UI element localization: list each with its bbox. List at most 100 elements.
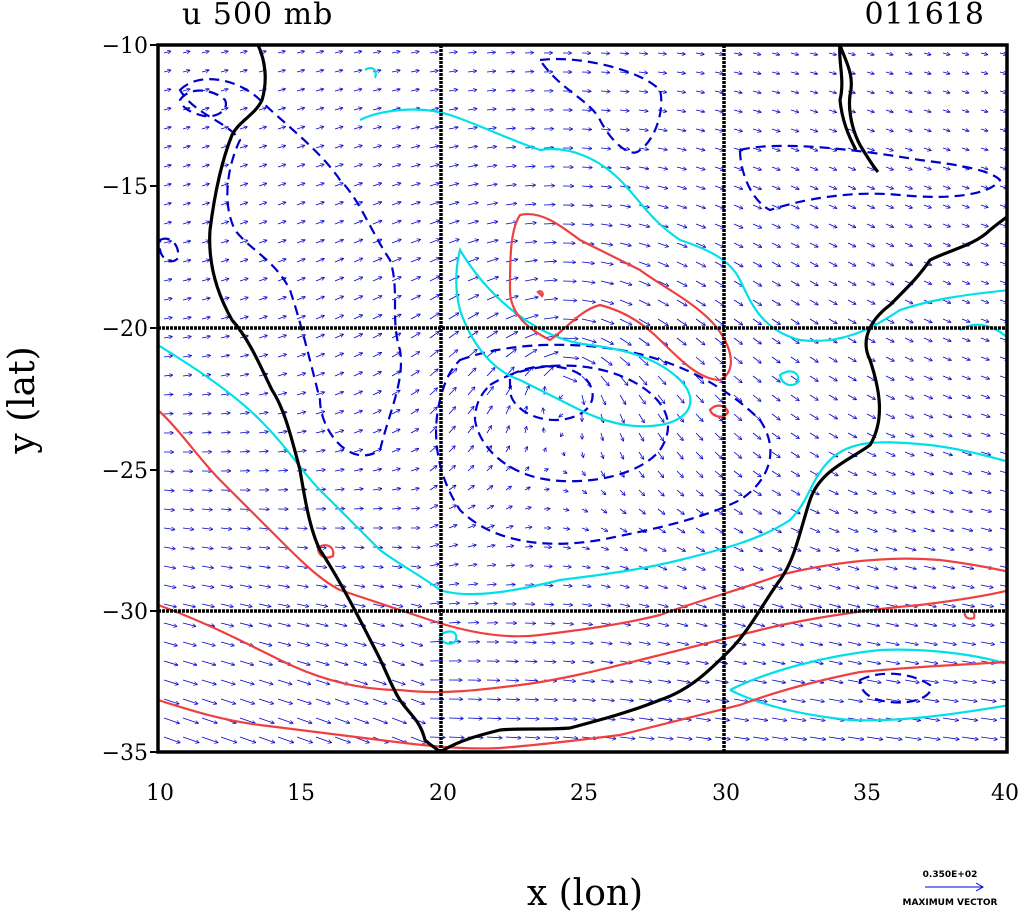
wind-vector-arrow: [638, 261, 650, 266]
wind-vector-arrow: [524, 204, 535, 205]
wind-vector-arrow: [657, 356, 666, 365]
wind-vector-arrow: [733, 110, 742, 112]
wind-vector-arrow: [657, 451, 663, 459]
wind-vector-arrow: [790, 603, 802, 607]
wind-vector-arrow: [182, 679, 197, 684]
wind-vector-arrow: [695, 489, 703, 496]
wind-vector-arrow: [942, 565, 954, 569]
wind-vector-arrow: [486, 259, 498, 263]
wind-vector-arrow: [372, 391, 381, 396]
wind-vector-arrow: [714, 185, 724, 189]
wind-vector-arrow: [524, 185, 535, 186]
wind-vector-arrow: [790, 242, 799, 247]
wind-vector-arrow: [353, 296, 362, 301]
wind-vector-arrow: [296, 278, 305, 282]
wind-vector-arrow: [239, 547, 250, 548]
wind-vector-arrow: [163, 490, 174, 491]
wind-vector-arrow: [980, 243, 988, 246]
wind-vector-arrow: [904, 356, 913, 361]
wind-vector-arrow: [961, 546, 973, 550]
wind-vector-arrow: [885, 204, 893, 208]
wind-vector-arrow: [505, 332, 517, 339]
wind-vector-arrow: [277, 259, 286, 263]
wind-vector-arrow: [277, 202, 285, 206]
wind-vector-arrow: [353, 51, 361, 53]
wind-vector-arrow: [657, 394, 665, 403]
wind-vector-arrow: [581, 489, 586, 493]
wind-vector-arrow: [676, 470, 683, 477]
wind-vector-arrow: [467, 466, 473, 472]
wind-vector-arrow: [505, 71, 514, 72]
dashed-contour-north: [178, 78, 402, 457]
wind-vector-arrow: [695, 148, 704, 150]
wind-vector-arrow: [562, 566, 571, 567]
y-tick-label: −35: [102, 741, 148, 766]
wind-vector-arrow: [201, 641, 215, 646]
wind-vector-arrow: [752, 451, 761, 458]
wind-vector-arrow: [163, 509, 174, 510]
wind-vector-arrow: [714, 451, 722, 458]
wind-vector-arrow: [315, 202, 324, 206]
wind-vector-arrow: [467, 52, 476, 53]
wind-vector-arrow: [999, 717, 1007, 720]
wind-vector-arrow: [961, 622, 975, 626]
wind-vector-arrow: [885, 508, 896, 513]
wind-vector-arrow: [429, 350, 438, 358]
wind-vector-arrow: [657, 91, 666, 92]
wind-vector-arrow: [353, 566, 364, 567]
wind-vector-arrow: [638, 470, 644, 477]
wind-vector-arrow: [353, 698, 368, 704]
wind-vector-arrow: [505, 526, 513, 528]
wind-vector-arrow: [372, 315, 381, 320]
wind-vector-arrow: [600, 205, 611, 206]
wind-vector-arrow: [923, 204, 931, 208]
wind-vector-arrow: [201, 127, 209, 129]
wind-vector-arrow: [600, 527, 607, 531]
wind-vector-arrow: [163, 547, 175, 549]
wind-vector-arrow: [600, 566, 609, 568]
wind-vector-arrow: [467, 350, 477, 358]
wind-vector-arrow: [353, 221, 362, 225]
wind-vector-arrow: [448, 525, 457, 529]
wind-vector-arrow: [676, 223, 686, 227]
wind-vector-arrow: [619, 546, 627, 550]
wind-vector-arrow: [733, 72, 742, 74]
wind-vector-arrow: [619, 680, 632, 682]
wind-vector-arrow: [410, 146, 419, 148]
wind-vector-arrow: [239, 566, 251, 568]
wind-vector-arrow: [486, 313, 498, 320]
wind-vector-arrow: [828, 698, 843, 702]
wind-vector-arrow: [638, 451, 643, 459]
wind-vector-arrow: [543, 317, 558, 319]
wind-vector-arrow: [942, 205, 950, 208]
wind-vector-arrow: [866, 91, 874, 93]
wind-vector-arrow: [790, 508, 800, 513]
wind-vector-arrow: [239, 184, 247, 186]
wind-vector-arrow: [581, 205, 593, 206]
wind-vector-arrow: [467, 564, 476, 566]
wind-vector-arrow: [524, 297, 538, 301]
wind-vector-arrow: [771, 736, 787, 739]
wind-vector-arrow: [220, 184, 228, 186]
wind-vector-arrow: [467, 313, 478, 320]
wind-vector-arrow: [790, 318, 799, 324]
wind-vector-arrow: [524, 128, 534, 129]
wind-vector-arrow: [391, 108, 400, 110]
wind-vector-arrow: [239, 278, 248, 281]
wind-vector-arrow: [790, 91, 798, 93]
wind-vector-arrow: [752, 565, 763, 570]
wind-vector-arrow: [410, 547, 420, 548]
wind-vector-arrow: [657, 737, 673, 739]
wind-vector-arrow: [391, 70, 400, 72]
wind-vector-arrow: [733, 451, 741, 458]
wind-vector-arrow: [277, 393, 286, 395]
wind-vector-arrow: [562, 585, 572, 586]
wind-vector-arrow: [581, 699, 595, 700]
wind-vector-arrow: [562, 490, 568, 492]
wind-vector-arrow: [980, 736, 997, 739]
wind-vector-arrow: [220, 641, 234, 646]
coastline-lake-malawi: [838, 45, 880, 174]
wind-vector-arrow: [942, 261, 950, 265]
wind-vector-arrow: [220, 127, 228, 129]
wind-vector-arrow: [809, 375, 818, 381]
